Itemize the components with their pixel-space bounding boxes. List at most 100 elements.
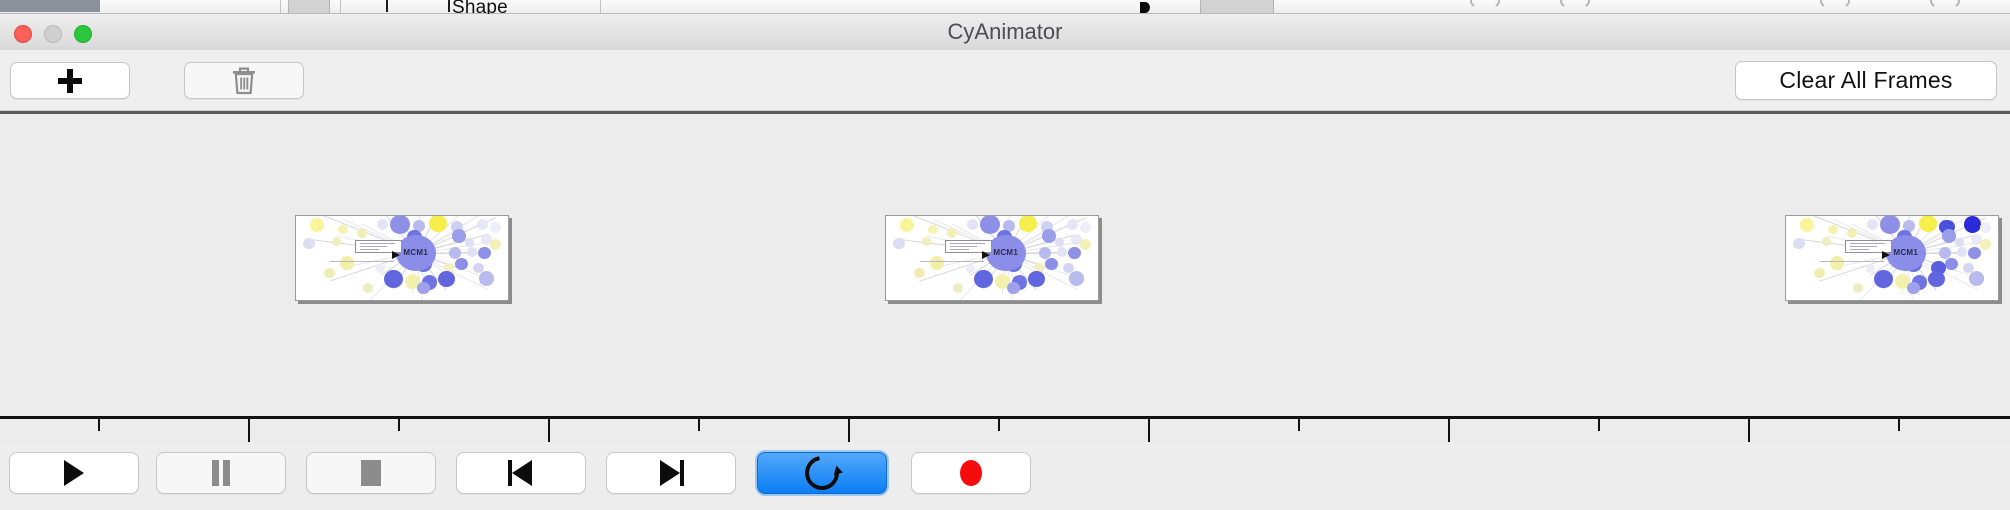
network-node [980,216,1000,234]
add-frame-button[interactable] [10,62,130,99]
network-node [1055,237,1065,247]
network-node [1928,270,1945,288]
skip-back-button[interactable] [456,452,586,494]
network-node [1045,257,1058,271]
network-node [1955,237,1965,247]
loop-button[interactable] [757,449,887,497]
record-icon [960,460,982,486]
network-hub-label: MCM1 [993,248,1019,258]
network-node [1006,282,1020,295]
network-node [472,262,484,274]
network-node [302,237,315,250]
clear-all-frames-button[interactable]: Clear All Frames [1735,61,1997,100]
tooltip-text-line [1849,243,1885,245]
ruler-minor-tick [1298,419,1300,431]
network-node [1962,262,1974,274]
network-node [1056,247,1068,258]
network-node [362,283,374,294]
network-node [1846,227,1857,238]
network-node [1880,216,1900,234]
network-node [1852,283,1864,294]
network-node [376,264,386,274]
minimize-button[interactable] [44,25,62,43]
network-tooltip [355,239,402,253]
play-button[interactable] [9,452,139,494]
network-node [1874,269,1893,289]
skip-forward-button[interactable] [606,452,736,494]
network-node [1028,270,1045,288]
tooltip-text-line [359,243,395,245]
network-node [479,270,495,286]
network-hub-node: MCM1 [1885,234,1926,272]
close-button[interactable] [14,25,32,43]
trash-icon [233,67,255,94]
background-window-sliver: Shape [0,0,2010,14]
network-thumbnail-graph: MCM1 [886,216,1098,300]
background-grey-box [1200,0,1274,13]
network-node [331,236,341,246]
network-node [1042,229,1057,244]
stop-icon [361,460,381,486]
network-hub-node: MCM1 [395,234,436,272]
network-node [324,267,336,279]
network-node [452,229,467,244]
frame-toolbar: Clear All Frames [0,50,2010,111]
network-annotation [919,260,984,262]
network-node [443,263,454,274]
ruler-major-tick [1148,419,1150,442]
network-node [1814,267,1826,279]
network-node [921,236,931,246]
background-grey-box [288,0,330,13]
timeline-frame[interactable]: MCM1 [1785,215,1999,301]
tooltip-text-line [359,245,387,247]
delete-frame-button[interactable] [184,62,304,99]
network-node [1963,216,1982,234]
tooltip-text-line [1849,245,1877,247]
network-node [1945,257,1958,271]
network-node [477,219,489,230]
network-node [356,227,367,238]
timeline-frame[interactable]: MCM1 [885,215,1099,301]
timeline-frame[interactable]: MCM1 [295,215,509,301]
plus-icon [58,68,82,93]
network-node [1079,239,1091,250]
network-node [927,224,938,235]
network-node [994,274,1011,289]
stop-button[interactable] [306,452,436,494]
network-node [1038,246,1052,260]
frame-track[interactable]: MCM1 MCM1 MCM1 [0,114,2010,416]
background-tick [448,0,450,12]
background-cell [100,0,281,13]
ruler-major-tick [1748,419,1750,442]
maximize-button[interactable] [74,25,92,43]
network-pointer-arrow [392,251,401,260]
network-node [1903,220,1915,232]
network-node [448,246,462,260]
background-shape-label: Shape [452,0,508,14]
network-node [1942,229,1957,244]
window-title: CyAnimator [947,19,1063,44]
network-node [1068,246,1082,260]
network-node [1979,222,1991,234]
ruler-minor-tick [98,419,100,431]
network-node [429,216,447,233]
network-node [1827,224,1838,235]
network-node [966,264,976,274]
record-button[interactable] [911,452,1031,494]
network-node [1906,282,1920,295]
play-icon [64,460,84,486]
network-node [1003,220,1015,232]
network-node [451,221,464,233]
pause-button[interactable] [156,452,286,494]
background-cell [280,0,341,13]
background-tick [386,0,388,12]
network-annotation [1819,260,1884,262]
ruler-minor-tick [1598,419,1600,431]
network-node [899,218,915,233]
playback-bar: Animation Speed: [0,443,2010,510]
network-node [1979,239,1991,250]
network-thumbnail-graph: MCM1 [1786,216,1998,300]
network-node [1919,216,1937,233]
